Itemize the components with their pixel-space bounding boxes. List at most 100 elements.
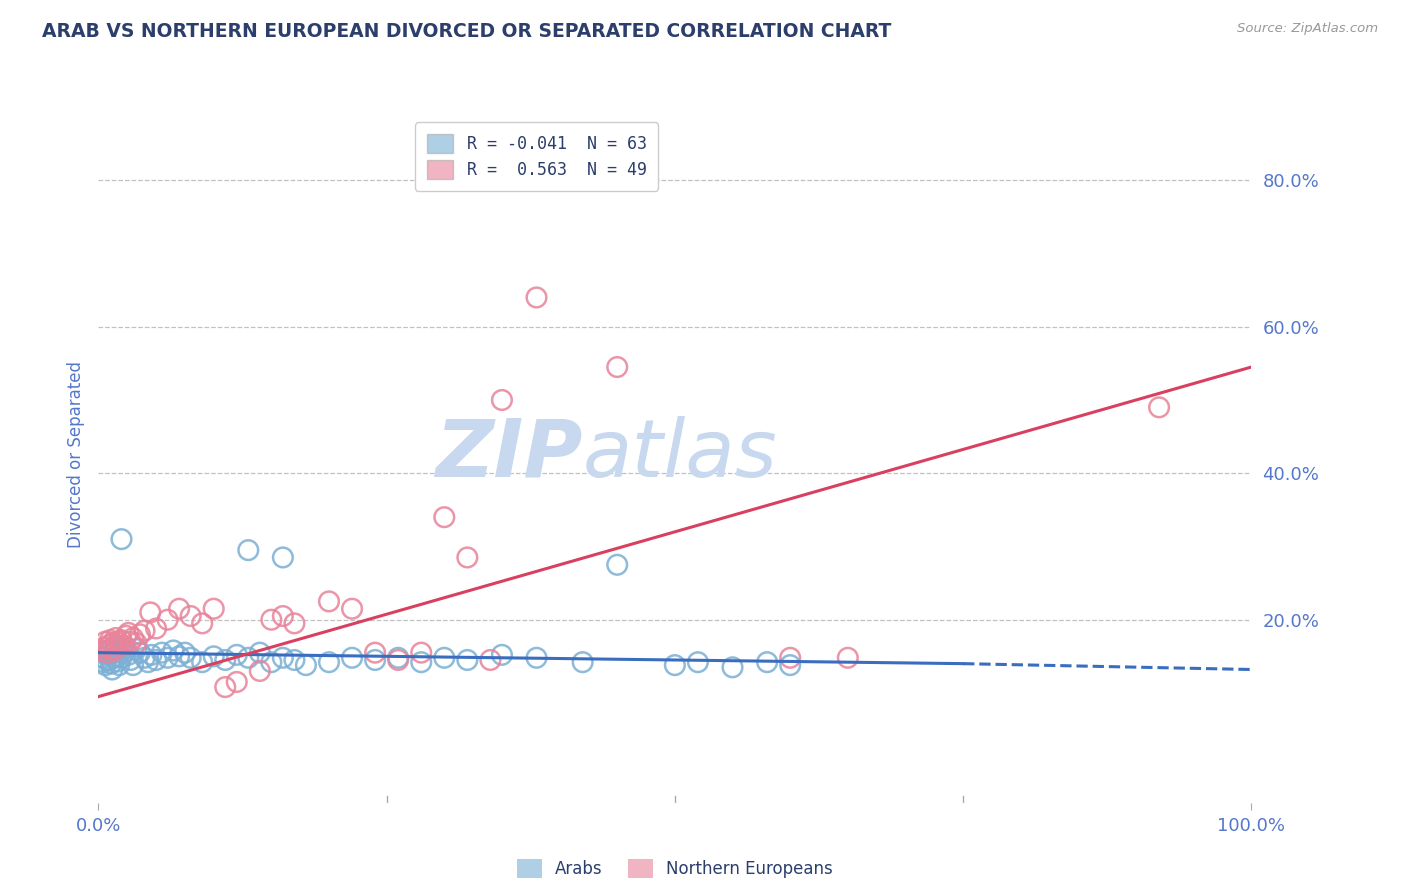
Point	[136, 655, 159, 669]
Point	[364, 653, 387, 667]
Point	[112, 646, 135, 660]
Point	[202, 601, 225, 615]
Legend: Arabs, Northern Europeans: Arabs, Northern Europeans	[510, 853, 839, 885]
Point	[214, 653, 236, 667]
Point	[156, 613, 179, 627]
Point	[283, 616, 305, 631]
Point	[112, 638, 135, 652]
Point	[260, 655, 283, 669]
Point	[117, 648, 139, 662]
Point	[283, 653, 305, 667]
Point	[104, 642, 127, 657]
Point	[117, 626, 139, 640]
Point	[721, 660, 744, 674]
Point	[779, 658, 801, 673]
Point	[110, 650, 132, 665]
Point	[134, 650, 156, 665]
Point	[318, 655, 340, 669]
Point	[456, 550, 478, 565]
Point	[94, 634, 117, 648]
Point	[779, 650, 801, 665]
Point	[120, 634, 142, 648]
Point	[108, 636, 131, 650]
Point	[174, 646, 197, 660]
Point	[295, 658, 318, 673]
Point	[479, 653, 502, 667]
Point	[125, 636, 148, 650]
Point	[115, 642, 138, 657]
Point	[94, 658, 117, 673]
Point	[571, 655, 593, 669]
Point	[93, 640, 115, 655]
Point	[167, 649, 190, 664]
Point	[191, 616, 214, 631]
Point	[225, 675, 247, 690]
Point	[110, 532, 132, 546]
Point	[107, 655, 129, 669]
Point	[387, 653, 409, 667]
Point	[101, 663, 124, 677]
Point	[97, 646, 120, 660]
Point	[122, 658, 145, 673]
Point	[606, 558, 628, 572]
Point	[260, 613, 283, 627]
Point	[120, 653, 142, 667]
Point	[318, 594, 340, 608]
Point	[271, 609, 294, 624]
Point	[686, 655, 709, 669]
Point	[104, 631, 127, 645]
Point	[837, 650, 859, 665]
Point	[108, 658, 131, 673]
Point	[606, 359, 628, 374]
Point	[491, 392, 513, 407]
Point	[162, 643, 184, 657]
Point	[98, 653, 121, 667]
Point	[364, 646, 387, 660]
Point	[340, 650, 363, 665]
Point	[238, 650, 260, 665]
Point	[134, 624, 156, 638]
Point	[97, 638, 120, 652]
Point	[167, 601, 190, 615]
Point	[1147, 401, 1170, 415]
Point	[122, 631, 145, 645]
Point	[103, 643, 125, 657]
Point	[271, 650, 294, 665]
Point	[214, 680, 236, 694]
Text: ZIP: ZIP	[436, 416, 582, 494]
Point	[271, 550, 294, 565]
Text: Source: ZipAtlas.com: Source: ZipAtlas.com	[1237, 22, 1378, 36]
Point	[150, 646, 173, 660]
Point	[139, 606, 162, 620]
Point	[101, 636, 124, 650]
Point	[411, 646, 433, 660]
Point	[238, 543, 260, 558]
Point	[105, 638, 128, 652]
Point	[110, 633, 132, 648]
Point	[411, 655, 433, 669]
Y-axis label: Divorced or Separated: Divorced or Separated	[66, 361, 84, 549]
Point	[145, 622, 167, 636]
Point	[664, 658, 686, 673]
Point	[249, 646, 271, 660]
Point	[756, 655, 779, 669]
Point	[103, 650, 125, 665]
Point	[433, 510, 456, 524]
Point	[97, 643, 120, 657]
Point	[141, 648, 163, 662]
Point	[180, 650, 202, 665]
Point	[433, 650, 456, 665]
Text: ARAB VS NORTHERN EUROPEAN DIVORCED OR SEPARATED CORRELATION CHART: ARAB VS NORTHERN EUROPEAN DIVORCED OR SE…	[42, 22, 891, 41]
Point	[100, 642, 122, 657]
Point	[91, 650, 114, 665]
Point	[387, 650, 409, 665]
Point	[191, 655, 214, 669]
Point	[97, 648, 120, 662]
Point	[129, 627, 152, 641]
Point	[202, 649, 225, 664]
Point	[90, 646, 112, 660]
Point	[526, 290, 548, 304]
Point	[145, 653, 167, 667]
Point	[107, 634, 129, 648]
Point	[225, 648, 247, 662]
